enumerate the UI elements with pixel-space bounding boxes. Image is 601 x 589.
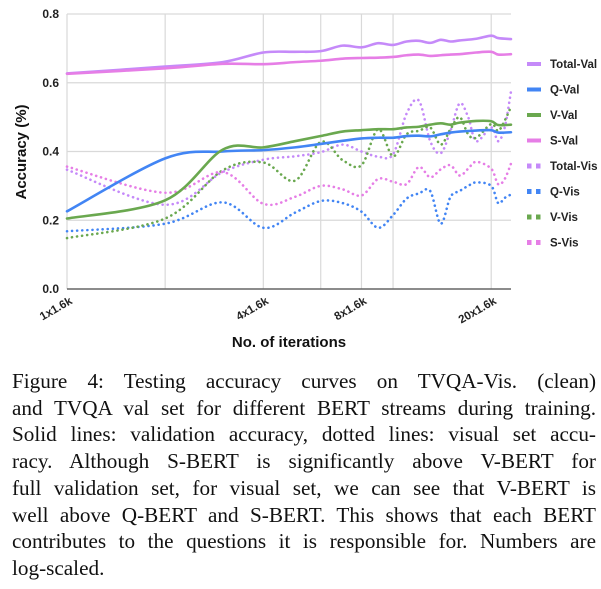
series-lines (65, 34, 513, 240)
series-line-total-val (65, 34, 513, 75)
y-tick-label: 0.4 (42, 145, 59, 159)
legend-label: S-Vis (550, 238, 579, 250)
legend-swatch (527, 240, 532, 245)
legend-label: S-Val (550, 136, 578, 148)
legend-item-q-val: Q-Val (527, 85, 579, 97)
legend-label: V-Vis (550, 212, 578, 224)
caption-line: Solid lines: validation accuracy, dotted… (12, 422, 596, 447)
legend-swatch (536, 163, 541, 169)
legend-label: Total-Vis (550, 161, 598, 173)
legend-swatch (527, 163, 532, 169)
legend-label: V-Val (550, 110, 578, 122)
caption-line: racy. Although S-BERT is significantly a… (12, 449, 596, 474)
caption-line: full validation set, for visual set, we … (12, 475, 596, 500)
series-line-q-val (65, 128, 513, 213)
legend-label: Q-Val (550, 85, 579, 97)
y-tick-label: 0.0 (42, 282, 59, 296)
x-tick-label: 1x1.6k (38, 295, 75, 323)
caption-line: log-scaled. (12, 555, 105, 580)
y-tick-label: 0.6 (42, 76, 59, 90)
caption-line: Figure 4: Testing accuracy curves on TVQ… (12, 369, 596, 393)
legend-item-s-val: S-Val (527, 136, 578, 148)
legend-item-s-vis: S-Vis (527, 238, 579, 250)
caption-line: well above Q-BERT and S-BERT. This shows… (12, 502, 596, 527)
legend-item-v-val: V-Val (527, 110, 578, 122)
legend-swatch (536, 189, 541, 194)
caption-line: contributes to the questions it is respo… (12, 529, 596, 554)
legend-label: Total-Val (550, 59, 597, 71)
series-line-v-val (65, 119, 513, 220)
y-tick-label: 0.2 (42, 213, 59, 227)
x-tick-label: 20x1.6k (457, 295, 500, 326)
accuracy-chart: 0.0 0.2 0.4 0.6 0.8 1x1.6k 4x1.6k 8x1.6k 20x1.6k… (13, 7, 598, 351)
legend-swatch (527, 189, 532, 194)
series-line-s-val (65, 50, 513, 76)
series-line-v-vis (65, 105, 513, 240)
legend-swatch (527, 214, 532, 220)
figure-caption: Figure 4: Testing accuracy curves on TVQ… (12, 368, 596, 582)
legend: Total-Val Q-Val V-Val S-Val Total-Vis Q-Vis V-… (527, 59, 598, 250)
legend-item-q-vis: Q-Vis (527, 187, 580, 199)
legend-swatch (536, 240, 541, 245)
legend-item-total-vis: Total-Vis (527, 161, 598, 173)
x-tick-label: 8x1.6k (332, 295, 369, 323)
series-line-q-vis (65, 181, 513, 233)
caption-line: and TVQA val set for different BERT stre… (12, 395, 596, 420)
legend-swatch (536, 214, 541, 220)
x-axis-title: No. of iterations (232, 334, 346, 351)
legend-item-total-val: Total-Val (527, 59, 597, 71)
series-line-s-vis (65, 160, 513, 207)
legend-label: Q-Vis (550, 187, 580, 199)
legend-item-v-vis: V-Vis (527, 212, 578, 224)
y-axis-title: Accuracy (%) (13, 104, 30, 199)
y-tick-label: 0.8 (42, 7, 59, 21)
x-tick-label: 4x1.6k (234, 295, 271, 323)
